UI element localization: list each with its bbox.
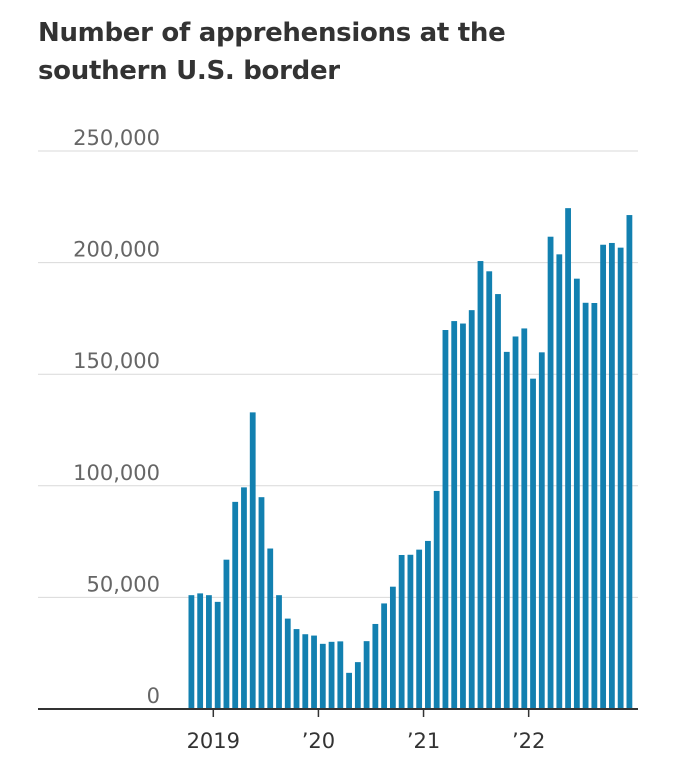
bar	[425, 540, 431, 709]
bar	[626, 215, 633, 709]
x-tick-label: 2019	[187, 729, 240, 753]
bar	[346, 672, 352, 709]
bar	[389, 586, 396, 709]
y-tick-label: 0	[147, 684, 160, 708]
bar	[276, 595, 282, 709]
bar	[591, 303, 598, 709]
y-tick-label: 200,000	[73, 238, 160, 262]
bar	[512, 336, 519, 709]
bar	[232, 501, 239, 709]
y-tick-label: 100,000	[73, 461, 160, 485]
y-tick-label: 150,000	[73, 349, 160, 373]
bar	[608, 242, 615, 709]
bar	[442, 330, 449, 709]
bar	[538, 352, 545, 709]
bar	[381, 603, 388, 709]
x-tick-label: ’21	[407, 729, 440, 753]
bar	[337, 641, 344, 709]
bar	[372, 623, 379, 709]
bar	[547, 236, 554, 709]
bar	[582, 302, 589, 709]
bar	[206, 595, 212, 709]
bar	[477, 261, 484, 709]
bar	[600, 244, 607, 710]
bar	[363, 641, 370, 709]
bar	[267, 548, 274, 709]
bar	[573, 278, 580, 709]
bar	[407, 554, 414, 709]
bar	[311, 635, 317, 709]
bar	[495, 294, 501, 709]
bar	[354, 662, 361, 709]
bar	[486, 271, 493, 709]
bar	[249, 412, 256, 709]
chart-title: Number of apprehensions at the southern …	[38, 18, 506, 86]
bar	[556, 254, 563, 709]
bar	[530, 378, 536, 709]
bar	[188, 595, 195, 709]
bar	[617, 247, 624, 709]
bar	[197, 593, 204, 709]
bar	[293, 629, 300, 709]
bar	[214, 601, 221, 709]
bars	[188, 208, 633, 710]
bar	[468, 310, 475, 709]
bar	[398, 554, 405, 709]
bar	[223, 559, 230, 709]
bar	[565, 208, 571, 709]
x-tick-label: ’20	[302, 729, 335, 753]
bar	[258, 497, 265, 709]
bar	[460, 323, 466, 709]
y-tick-labels: 250,000 200,000 150,000 100,000 50,000 0	[73, 126, 160, 708]
bar	[319, 643, 326, 709]
bar	[433, 490, 440, 709]
bar	[241, 487, 247, 709]
bar	[451, 321, 458, 709]
gridlines	[38, 150, 638, 598]
y-tick-label: 50,000	[87, 572, 160, 596]
y-tick-label: 250,000	[73, 126, 160, 150]
bar	[503, 351, 510, 709]
bar	[416, 549, 423, 709]
bar	[284, 618, 291, 709]
bar	[302, 634, 309, 709]
x-tick-labels: 2019 ’20 ’21 ’22	[187, 709, 545, 753]
bar	[328, 641, 335, 709]
x-tick-label: ’22	[512, 729, 545, 753]
bar	[521, 328, 528, 709]
